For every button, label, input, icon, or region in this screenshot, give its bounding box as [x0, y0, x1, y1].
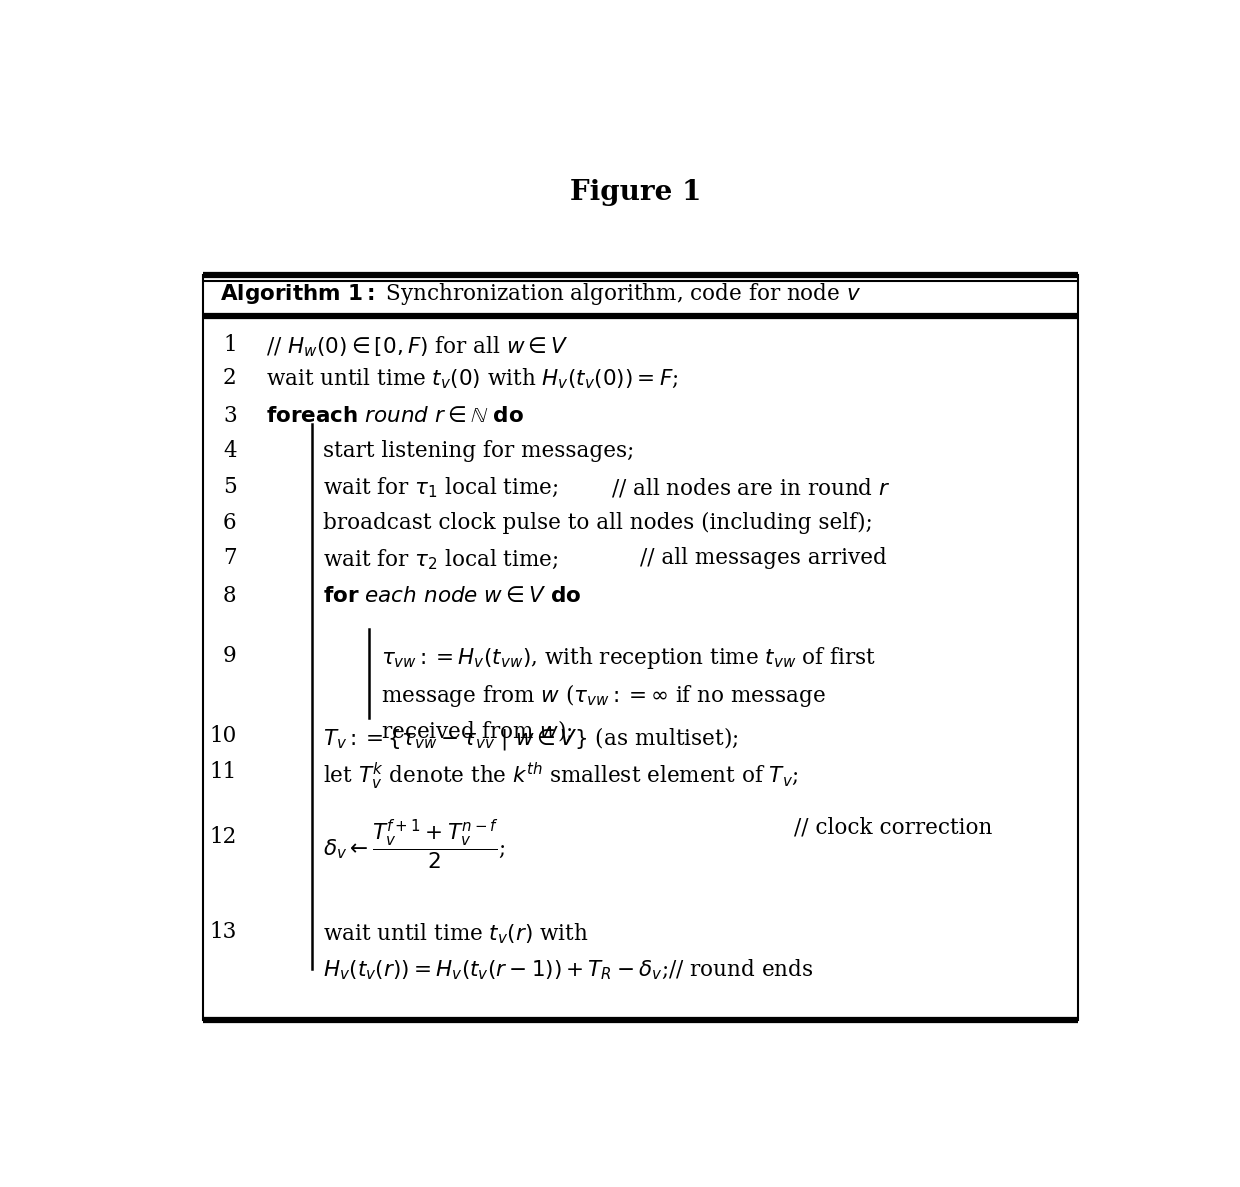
- Text: 5: 5: [223, 476, 237, 499]
- Text: $\delta_v \leftarrow \dfrac{T_v^{f+1} + T_v^{n-f}}{2}$;: $\delta_v \leftarrow \dfrac{T_v^{f+1} + …: [324, 817, 506, 871]
- Text: message from $w$ ($\tau_{vw} := \infty$ if no message: message from $w$ ($\tau_{vw} := \infty$ …: [381, 681, 826, 709]
- Text: 9: 9: [223, 646, 237, 667]
- Text: 7: 7: [223, 547, 237, 570]
- Text: broadcast clock pulse to all nodes (including self);: broadcast clock pulse to all nodes (incl…: [324, 512, 873, 534]
- Text: 13: 13: [210, 921, 237, 944]
- Text: wait for $\tau_1$ local time;: wait for $\tau_1$ local time;: [324, 476, 559, 500]
- Text: $\mathbf{Algorithm\ 1:}$ Synchronization algorithm, code for node $v$: $\mathbf{Algorithm\ 1:}$ Synchronization…: [221, 281, 862, 307]
- Text: 3: 3: [223, 405, 237, 427]
- Text: $T_v := \{\tau_{vw} - \tau_{vv}\ |\ w \in V\}$ (as multiset);: $T_v := \{\tau_{vw} - \tau_{vv}\ |\ w \i…: [324, 724, 739, 751]
- Text: 1: 1: [223, 335, 237, 356]
- Text: received from $w$);: received from $w$);: [381, 718, 573, 743]
- Text: // all nodes are in round $r$: // all nodes are in round $r$: [611, 476, 892, 499]
- Text: let $T_v^k$ denote the $k^{th}$ smallest element of $T_v$;: let $T_v^k$ denote the $k^{th}$ smallest…: [324, 761, 799, 793]
- Text: 8: 8: [223, 585, 237, 607]
- Text: 2: 2: [223, 367, 237, 389]
- Text: // all messages arrived: // all messages arrived: [640, 547, 887, 570]
- Text: $H_v(t_v(r)) = H_v(t_v(r-1)) + T_R - \delta_v$;// round ends: $H_v(t_v(r)) = H_v(t_v(r-1)) + T_R - \de…: [324, 958, 813, 982]
- Text: start listening for messages;: start listening for messages;: [324, 440, 635, 463]
- Text: 11: 11: [210, 761, 237, 783]
- Text: wait for $\tau_2$ local time;: wait for $\tau_2$ local time;: [324, 547, 559, 571]
- Text: Figure 1: Figure 1: [570, 179, 701, 207]
- Text: wait until time $t_v(r)$ with: wait until time $t_v(r)$ with: [324, 921, 589, 946]
- Text: 4: 4: [223, 440, 237, 463]
- Text: $\mathbf{foreach}$ $\mathit{round}$ $r \in \mathbb{N}$ $\mathbf{do}$: $\mathbf{foreach}$ $\mathit{round}$ $r \…: [265, 405, 523, 427]
- Text: // clock correction: // clock correction: [794, 817, 992, 839]
- Text: $\mathbf{for}$ $\mathit{each\ node}$ $w \in V$ $\mathbf{do}$: $\mathbf{for}$ $\mathit{each\ node}$ $w …: [324, 585, 582, 607]
- Text: 12: 12: [210, 826, 237, 848]
- Text: $\tau_{vw} := H_v(t_{vw})$, with reception time $t_{vw}$ of first: $\tau_{vw} := H_v(t_{vw})$, with recepti…: [381, 646, 875, 671]
- Text: 10: 10: [210, 724, 237, 747]
- Text: 6: 6: [223, 512, 237, 534]
- Text: // $H_w(0) \in [0, F)$ for all $w \in V$: // $H_w(0) \in [0, F)$ for all $w \in V$: [265, 335, 568, 358]
- Text: wait until time $t_v(0)$ with $H_v(t_v(0)) = F$;: wait until time $t_v(0)$ with $H_v(t_v(0…: [265, 367, 678, 392]
